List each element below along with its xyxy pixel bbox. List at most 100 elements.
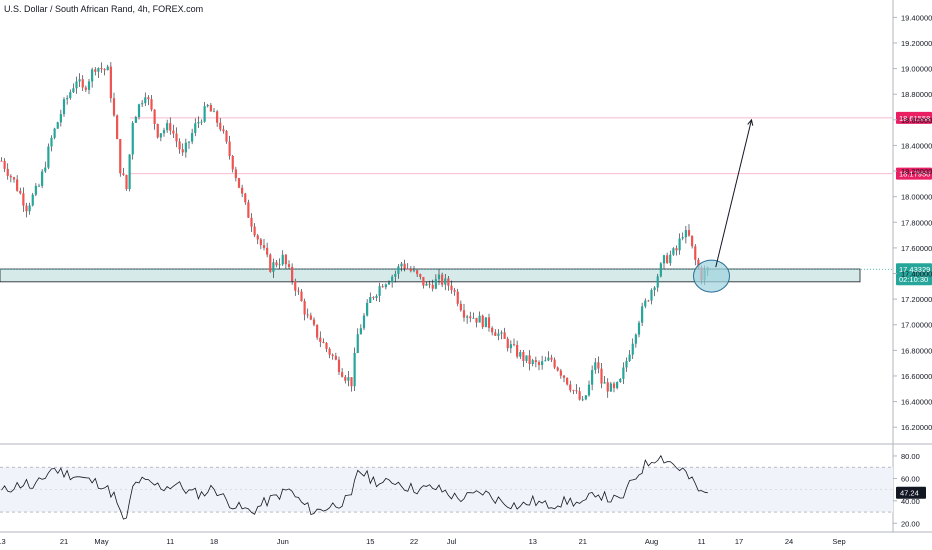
candle-down xyxy=(147,97,150,100)
candle-down xyxy=(447,278,450,286)
candle-down xyxy=(12,177,16,180)
candle-down xyxy=(469,316,472,319)
candle-down xyxy=(503,332,506,339)
candle-up xyxy=(356,334,359,353)
candle-up xyxy=(581,399,584,401)
candle-up xyxy=(684,230,687,238)
candle-down xyxy=(569,384,572,391)
candle-up xyxy=(212,111,216,113)
y-tick-label: 18.00000 xyxy=(901,193,932,202)
candlestick-series xyxy=(0,62,709,402)
candle-down xyxy=(303,301,306,315)
candle-down xyxy=(122,173,125,175)
candle-down xyxy=(381,286,384,288)
x-tick-label: 11 xyxy=(166,537,174,546)
candle-down xyxy=(244,193,247,203)
candle-up xyxy=(106,66,109,71)
candle-down xyxy=(534,360,537,363)
candle-up xyxy=(184,142,187,153)
x-tick-label: 11 xyxy=(698,537,706,546)
candle-up xyxy=(59,114,62,123)
candle-up xyxy=(547,357,550,361)
candle-up xyxy=(369,297,372,303)
x-tick-label: 17 xyxy=(735,537,743,546)
candle-up xyxy=(281,254,284,265)
candle-down xyxy=(94,69,97,72)
resistance-price-tag xyxy=(896,111,932,124)
candle-down xyxy=(316,324,319,338)
candle-down xyxy=(456,291,459,304)
candle-down xyxy=(372,297,375,298)
candle-down xyxy=(422,276,425,286)
candle-up xyxy=(166,123,169,131)
x-tick-label: 13 xyxy=(529,537,537,546)
candle-up xyxy=(391,276,394,283)
candle-down xyxy=(453,290,456,292)
candle-up xyxy=(203,106,206,122)
candle-down xyxy=(553,359,556,368)
y-tick-label: 16.80000 xyxy=(901,346,932,355)
axes-layer: 16.20000 16.40000 16.60000 16.80000 17.00000… xyxy=(0,13,932,546)
rsi-value-tag xyxy=(896,486,926,499)
candle-down xyxy=(284,254,287,265)
candle-down xyxy=(325,342,328,349)
x-tick-label: 13 xyxy=(0,537,6,546)
candle-down xyxy=(234,169,237,179)
candle-up xyxy=(634,334,637,344)
candle-up xyxy=(669,254,672,264)
candle-up xyxy=(375,295,378,298)
candle-up xyxy=(72,88,75,93)
candle-up xyxy=(159,133,162,138)
candle-up xyxy=(278,264,281,266)
y-tick-label: 17.60000 xyxy=(901,244,932,253)
candle-down xyxy=(9,175,12,178)
last-price-tag xyxy=(896,263,932,286)
candle-down xyxy=(512,344,516,345)
candle-up xyxy=(594,362,597,371)
rsi-y-tick-label: 60.00 xyxy=(901,474,920,483)
candle-down xyxy=(462,310,466,318)
candle-down xyxy=(494,332,497,336)
candle-up xyxy=(472,317,475,319)
resistance-price-label: 18.61558 xyxy=(899,114,930,123)
candle-down xyxy=(0,160,3,162)
candle-down xyxy=(100,67,103,70)
support-zone-layer xyxy=(0,268,861,283)
candle-up xyxy=(497,333,500,336)
candle-up xyxy=(366,302,369,316)
candle-up xyxy=(656,276,659,288)
x-tick-label: 18 xyxy=(210,537,218,546)
candle-up xyxy=(500,332,503,334)
y-tick-label: 18.20000 xyxy=(901,167,932,176)
candle-up xyxy=(653,287,656,291)
candle-up xyxy=(681,237,684,239)
candle-down xyxy=(175,133,178,142)
candle-down xyxy=(259,239,262,246)
candle-down xyxy=(266,247,269,255)
candle-up xyxy=(509,344,512,349)
candle-down xyxy=(334,355,337,360)
candle-up xyxy=(97,67,100,72)
candle-down xyxy=(294,281,297,291)
candle-down xyxy=(19,190,22,194)
candle-down xyxy=(116,115,119,140)
candle-up xyxy=(659,263,662,277)
candle-up xyxy=(544,360,547,362)
candle-up xyxy=(187,141,191,143)
candle-down xyxy=(550,357,553,360)
highlight-circle xyxy=(693,259,730,293)
candle-up xyxy=(359,328,362,335)
candle-down xyxy=(216,111,219,123)
candle-up xyxy=(384,284,387,288)
candle-down xyxy=(172,130,175,134)
candle-up xyxy=(134,116,137,123)
candle-up xyxy=(628,354,631,361)
candle-down xyxy=(319,337,322,342)
rsi-y-tick-label: 20.00 xyxy=(901,519,920,528)
y-tick-label: 17.20000 xyxy=(901,295,932,304)
candle-up xyxy=(397,266,400,274)
candle-up xyxy=(412,270,416,272)
candle-up xyxy=(678,238,681,251)
candle-up xyxy=(444,278,447,285)
last-price-label: 17.43329 xyxy=(899,265,930,274)
